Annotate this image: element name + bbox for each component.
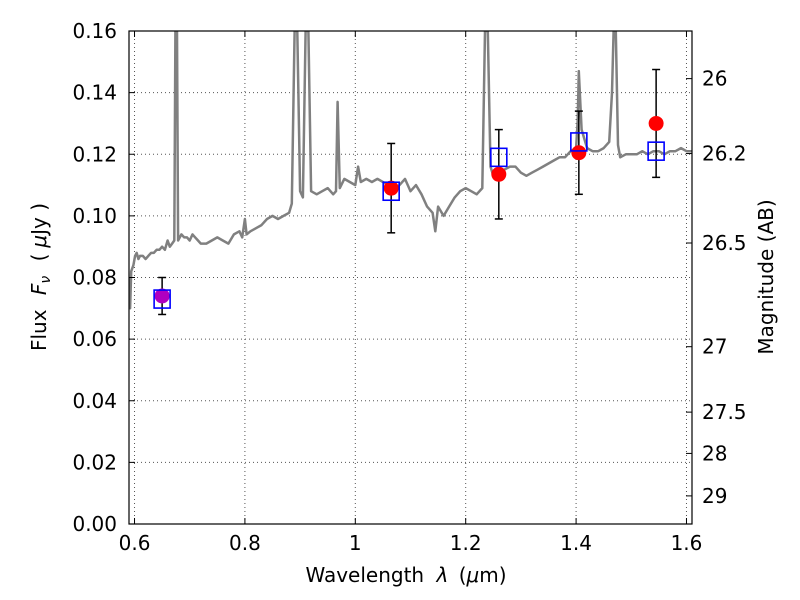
- observed-point: [648, 115, 664, 131]
- observed-point: [571, 145, 587, 161]
- x-tick-label: 1.6: [671, 531, 703, 555]
- y2-axis-label: Magnitude (AB): [754, 199, 778, 354]
- x-tick-label: 0.6: [119, 531, 151, 555]
- y-tick-label: 0.00: [72, 512, 117, 536]
- y2-tick-label: 28: [702, 441, 727, 465]
- y2-tick-label: 27.5: [702, 400, 747, 424]
- y2-tick-label: 26: [702, 67, 727, 91]
- synthetic-point: [647, 141, 665, 161]
- y2-tick-label: 26.5: [702, 231, 747, 255]
- y-tick-label: 0.12: [72, 142, 117, 166]
- x-tick-label: 1: [349, 531, 362, 555]
- y-tick-label: 0.06: [72, 327, 117, 351]
- x-tick-label: 1.4: [560, 531, 592, 555]
- observed-point: [383, 180, 399, 196]
- plot-area: [129, 31, 692, 316]
- model-spectrum-line: [129, 31, 692, 310]
- x-tick-label: 0.8: [229, 531, 261, 555]
- observed-point: [491, 166, 507, 182]
- y2-tick-label: 27: [702, 335, 727, 359]
- y-tick-label: 0.16: [72, 19, 117, 43]
- y-tick-label: 0.14: [72, 81, 117, 105]
- synthetic-point: [490, 147, 508, 168]
- y-tick-label: 0.02: [72, 450, 117, 474]
- y-axis-label: Flux Fν (μJy ): [27, 203, 55, 351]
- synthetic-point: [153, 289, 171, 309]
- x-tick-label: 1.2: [450, 531, 482, 555]
- y2-tick-label: 29: [702, 484, 727, 508]
- synthetic-point: [570, 132, 588, 152]
- y-tick-label: 0.04: [72, 389, 117, 413]
- observed-point: [154, 288, 170, 304]
- y2-tick-label: 26.2: [702, 142, 747, 166]
- grid-lines: [129, 30, 692, 525]
- y-tick-label: 0.10: [72, 204, 117, 228]
- synthetic-point: [382, 181, 400, 202]
- x-axis-label: Wavelength λ (μm): [305, 563, 506, 587]
- axes: 0.6 0.8 1 1.2 1.4 1.6 0.00 0.02 0.04 0.06 0.08 0.10…: [72, 19, 746, 555]
- y-tick-label: 0.08: [72, 266, 117, 290]
